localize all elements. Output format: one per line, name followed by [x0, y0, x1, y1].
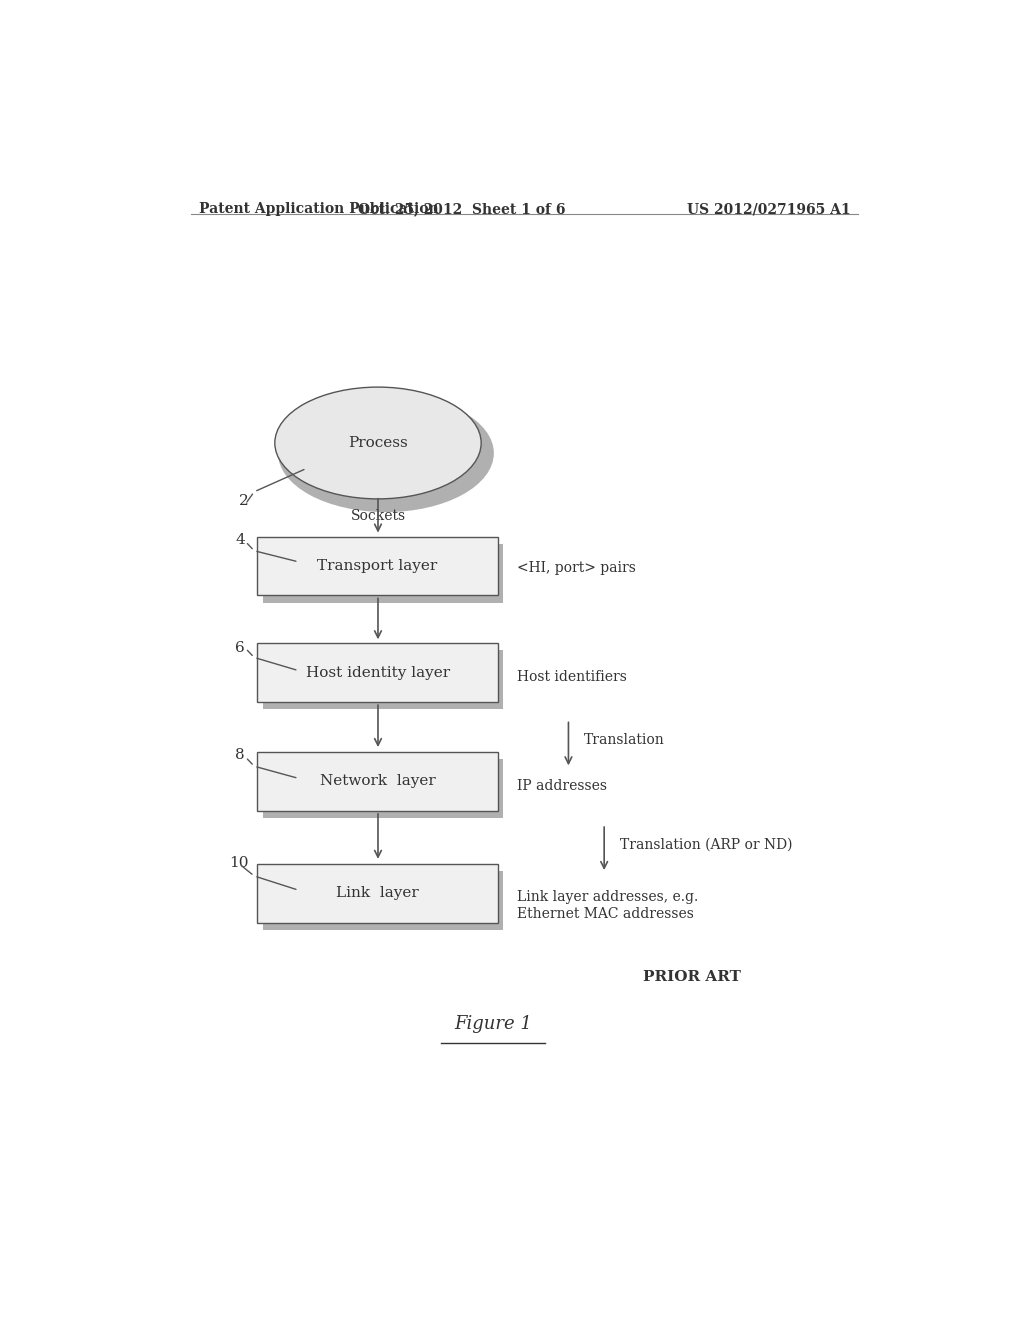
FancyBboxPatch shape: [257, 643, 498, 702]
FancyBboxPatch shape: [263, 871, 504, 929]
Text: Transport layer: Transport layer: [317, 558, 437, 573]
Text: Patent Application Publication: Patent Application Publication: [200, 202, 439, 216]
Text: Network  layer: Network layer: [319, 775, 435, 788]
FancyBboxPatch shape: [257, 863, 498, 923]
FancyBboxPatch shape: [263, 544, 504, 602]
Text: <HI, port> pairs: <HI, port> pairs: [517, 561, 636, 576]
Text: Figure 1: Figure 1: [454, 1015, 532, 1034]
Text: US 2012/0271965 A1: US 2012/0271965 A1: [686, 202, 850, 216]
Text: Link  layer: Link layer: [336, 886, 419, 900]
Text: Link layer addresses, e.g.
Ethernet MAC addresses: Link layer addresses, e.g. Ethernet MAC …: [517, 891, 698, 920]
Text: 10: 10: [228, 855, 248, 870]
Text: Oct. 25, 2012  Sheet 1 of 6: Oct. 25, 2012 Sheet 1 of 6: [357, 202, 565, 216]
Text: PRIOR ART: PRIOR ART: [642, 970, 740, 983]
Text: 6: 6: [236, 642, 245, 655]
Ellipse shape: [274, 387, 481, 499]
FancyBboxPatch shape: [257, 536, 498, 595]
Ellipse shape: [278, 395, 494, 512]
Text: Sockets: Sockets: [350, 510, 406, 523]
Text: IP addresses: IP addresses: [517, 779, 607, 792]
Text: Translation: Translation: [585, 733, 665, 747]
FancyBboxPatch shape: [263, 759, 504, 818]
Text: 2: 2: [240, 494, 249, 508]
Text: Translation (ARP or ND): Translation (ARP or ND): [620, 837, 793, 851]
Text: 4: 4: [236, 532, 245, 546]
Text: Process: Process: [348, 436, 408, 450]
Text: Host identity layer: Host identity layer: [305, 665, 450, 680]
FancyBboxPatch shape: [257, 752, 498, 810]
Text: 8: 8: [236, 748, 245, 762]
FancyBboxPatch shape: [263, 651, 504, 709]
Text: Host identifiers: Host identifiers: [517, 669, 627, 684]
